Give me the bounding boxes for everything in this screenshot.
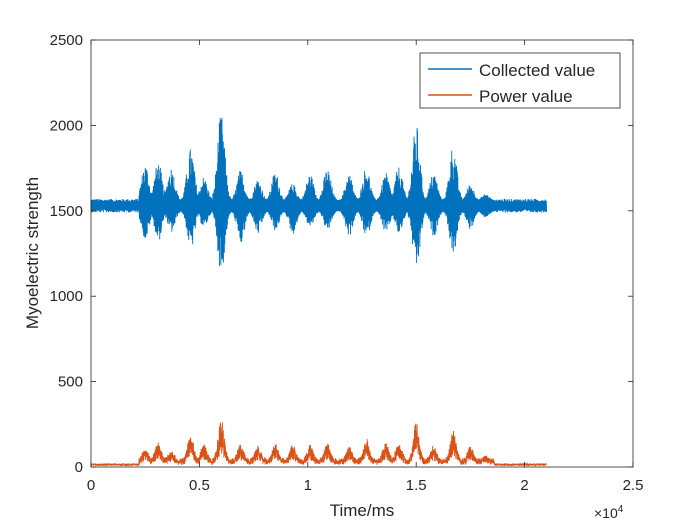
x-tick-label: 2 xyxy=(520,477,528,494)
x-axis-label: Time/ms xyxy=(330,501,395,520)
x-tick-label: 2.5 xyxy=(623,477,644,494)
legend: Collected value Power value xyxy=(419,52,621,109)
y-tick-label: 0 xyxy=(75,459,83,476)
legend-label-collected: Collected value xyxy=(479,61,595,80)
x-tick-label: 1.5 xyxy=(406,477,427,494)
y-tick-label: 1000 xyxy=(50,288,83,305)
x-tick-label: 0.5 xyxy=(189,477,210,494)
x-exponent-power: 4 xyxy=(618,504,624,515)
legend-label-power: Power value xyxy=(479,87,573,106)
axes-box xyxy=(90,39,634,468)
y-tick-label: 2500 xyxy=(50,32,83,49)
x-exponent-label: ×104 xyxy=(594,504,624,521)
y-axis-label: Myoelectric strength xyxy=(23,177,42,329)
series-line-collected xyxy=(90,117,547,267)
x-exponent-base: ×10 xyxy=(594,505,618,521)
plot-area xyxy=(91,40,633,467)
x-tick-label: 1 xyxy=(304,477,312,494)
y-tick-label: 1500 xyxy=(50,203,83,220)
y-tick-label: 500 xyxy=(58,374,83,391)
legend-box xyxy=(419,52,621,109)
ticks-layer: 0 0.5 1 1.5 2 2.5 0 500 1000 1500 2000 2500 xyxy=(50,32,644,494)
series-line-power xyxy=(90,422,547,467)
x-tick-label: 0 xyxy=(87,477,95,494)
y-tick-label: 2000 xyxy=(50,117,83,134)
series-layer xyxy=(90,117,547,467)
